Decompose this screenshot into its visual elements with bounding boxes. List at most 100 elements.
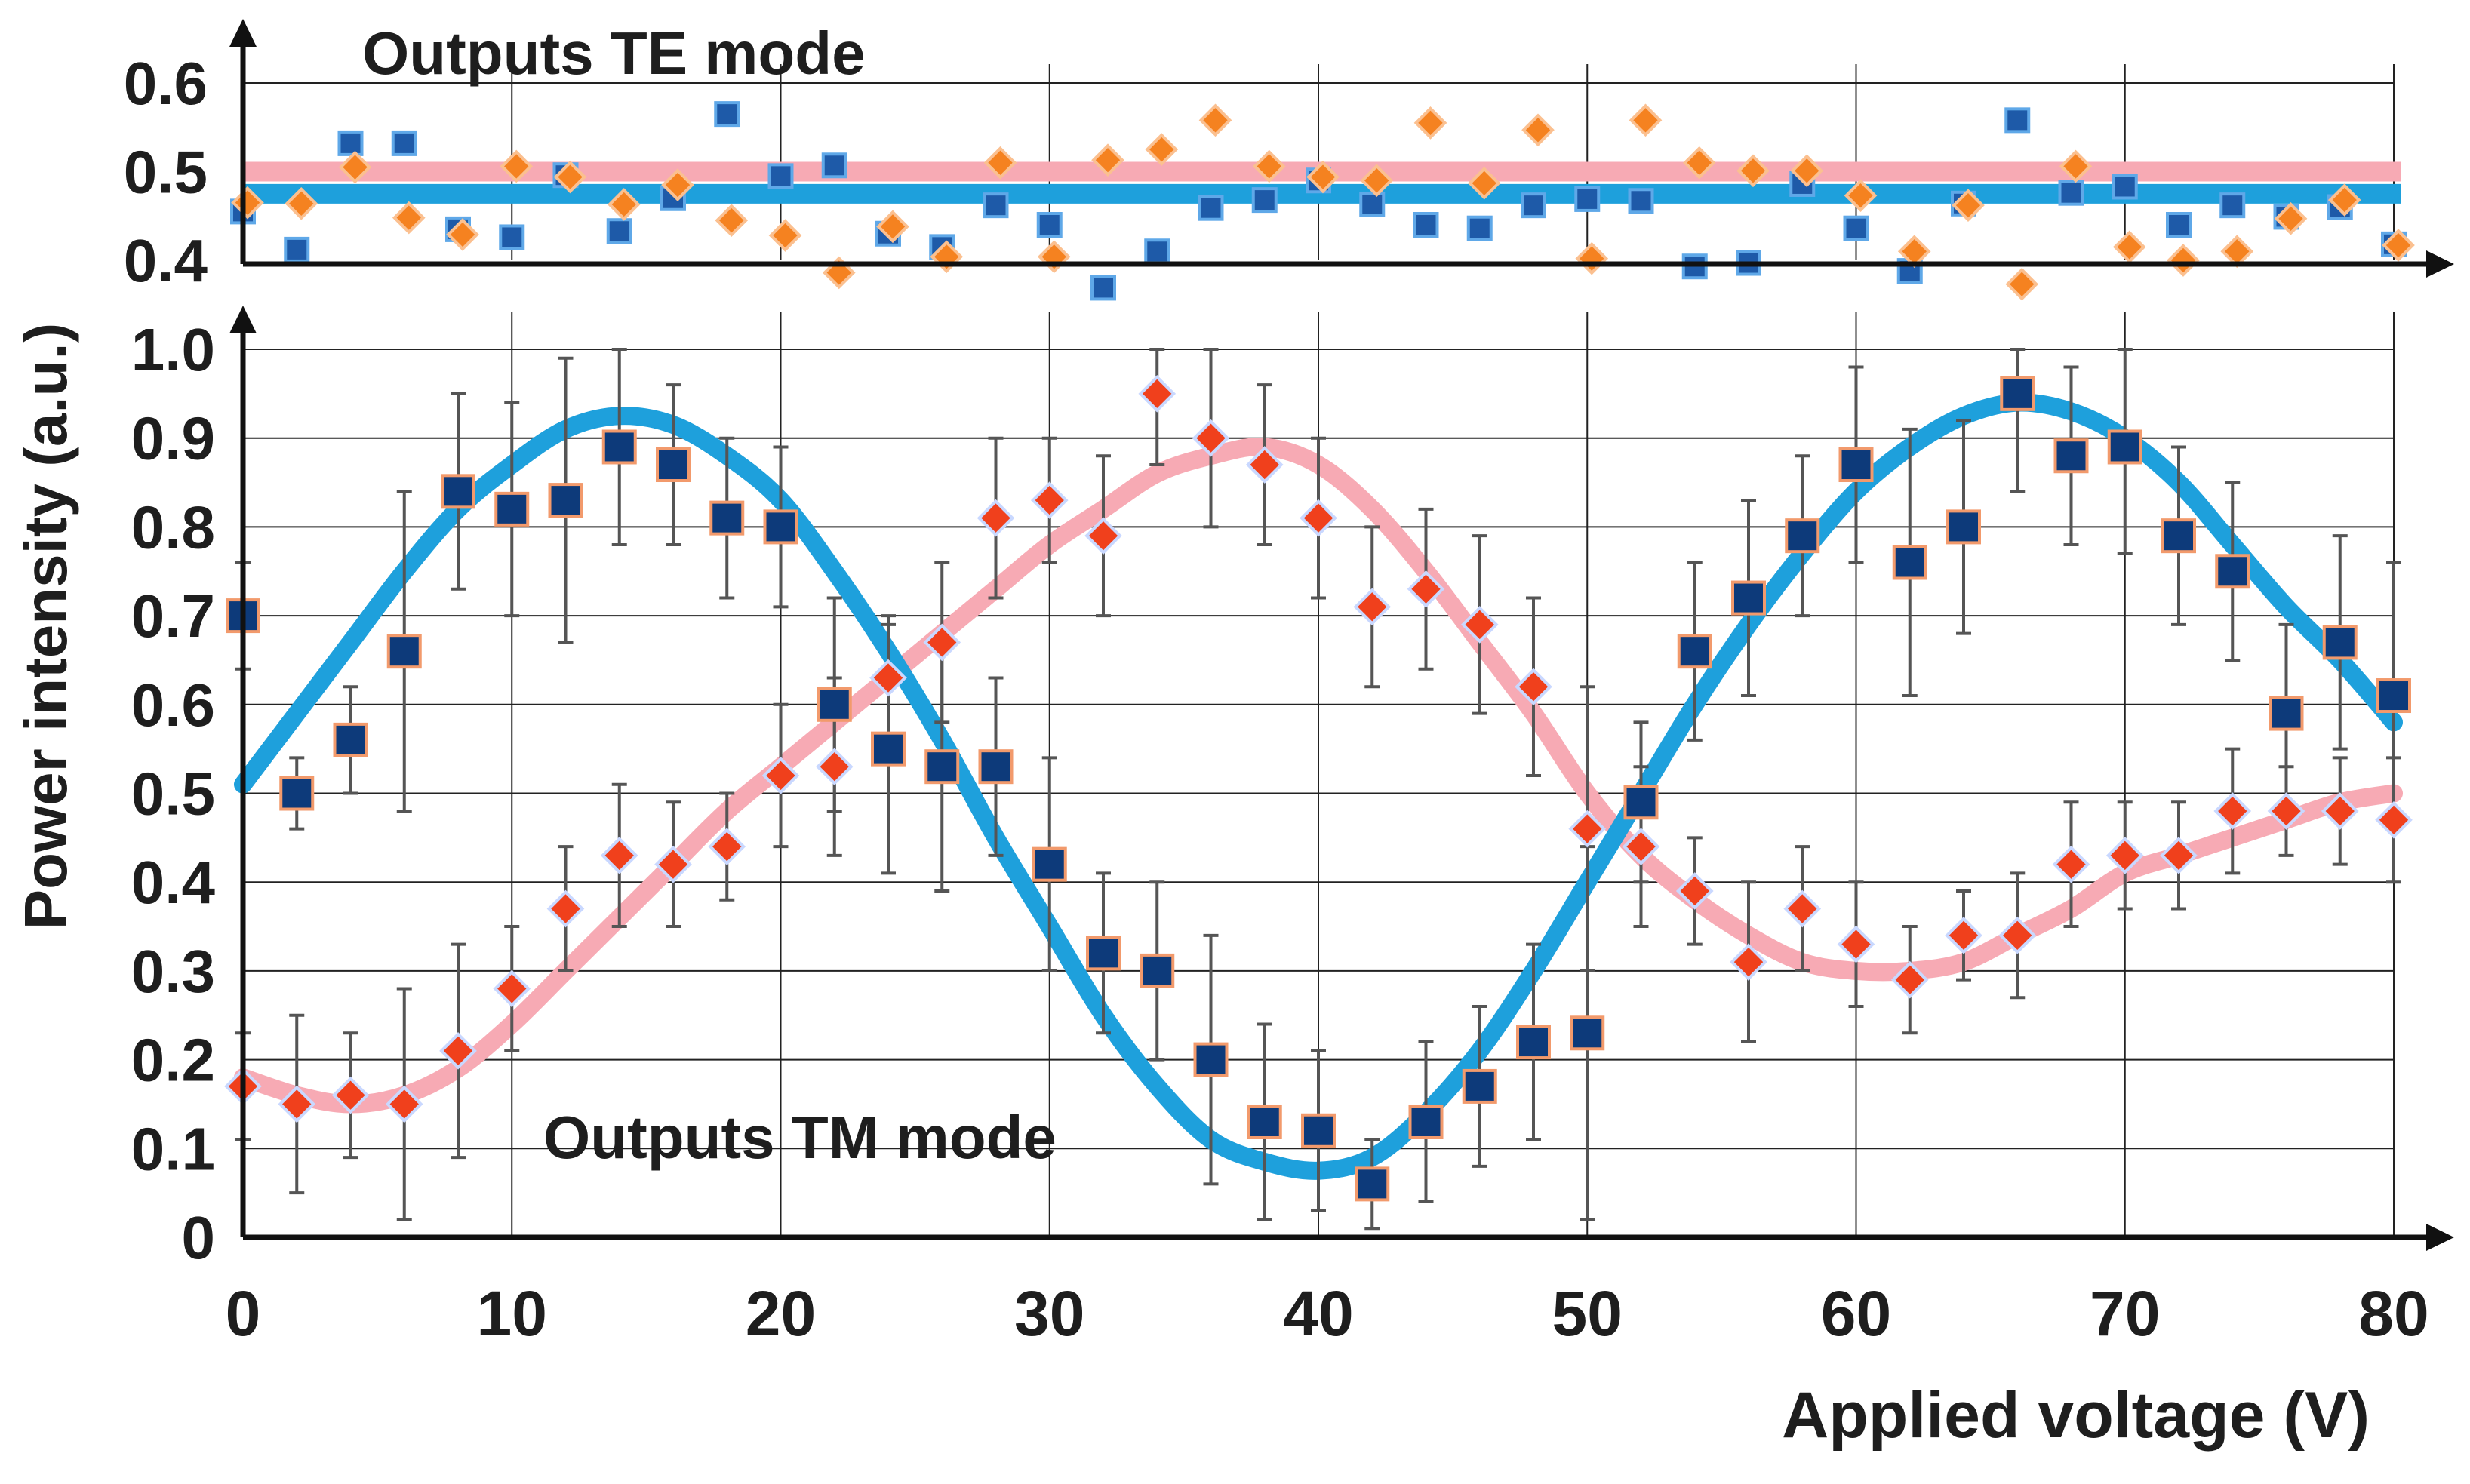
x-tick-label: 20 xyxy=(746,1278,816,1349)
te-diamond-marker xyxy=(2112,230,2146,264)
te-diamond-marker xyxy=(2274,201,2308,235)
tm-square-marker xyxy=(494,491,530,527)
tm-diamond-marker xyxy=(654,845,692,883)
tm-square-marker xyxy=(2269,696,2304,731)
bottom-y-tick-label: 0.9 xyxy=(131,405,215,472)
bottom-y-tick-label: 0.1 xyxy=(131,1115,215,1182)
tm-diamond-marker xyxy=(493,969,531,1008)
tm-square-marker xyxy=(1247,1104,1282,1139)
te-diamond-marker xyxy=(1413,106,1447,140)
tm-diamond-marker xyxy=(1407,570,1445,608)
bottom-y-tick-label: 0.7 xyxy=(131,582,215,650)
tm-square-marker xyxy=(2161,518,2196,554)
top-y-axis-arrow xyxy=(229,19,257,47)
tm-diamond-marker xyxy=(1890,960,1929,999)
te-diamond-marker xyxy=(2005,267,2039,301)
tm-diamond-marker xyxy=(385,1085,423,1123)
tm-diamond-marker xyxy=(331,1076,370,1114)
te-diamond-marker xyxy=(1790,154,1824,188)
te-square-marker xyxy=(1251,187,1278,214)
te-square-marker xyxy=(2219,192,2246,219)
tm-square-marker xyxy=(548,483,583,518)
tm-diamond-marker xyxy=(600,837,638,874)
te-square-marker xyxy=(499,224,525,250)
tm-diamond-marker xyxy=(815,748,854,786)
tm-diamond-marker xyxy=(1245,446,1284,484)
tm-diamond-marker xyxy=(708,828,746,865)
te-diamond-marker xyxy=(1952,189,1985,222)
te-square-marker xyxy=(767,163,794,189)
te-diamond-marker xyxy=(1629,103,1663,137)
tm-diamond-marker xyxy=(1568,810,1607,848)
te-diamond-marker xyxy=(1145,133,1179,166)
te-diamond-marker xyxy=(338,150,372,184)
axes xyxy=(229,19,2454,1251)
te-square-marker xyxy=(1036,212,1063,238)
te-diamond-marker xyxy=(1360,164,1394,198)
te-diamond-marker xyxy=(607,188,641,221)
bottom-y-tick-label: 0.6 xyxy=(131,671,215,739)
tm-diamond-marker xyxy=(1515,668,1552,706)
te-diamond-marker xyxy=(983,146,1017,180)
tm-square-marker xyxy=(279,776,315,811)
tm-square-marker xyxy=(709,500,745,536)
top-panel-y-tick-labels: 0.4 0.5 0.6 xyxy=(124,50,208,294)
te-square-marker xyxy=(1521,192,1546,219)
x-tick-label: 60 xyxy=(1821,1278,1891,1349)
bottom-y-tick-label: 0.8 xyxy=(131,493,215,561)
x-tick-label: 40 xyxy=(1283,1278,1353,1349)
tm-square-marker xyxy=(1892,545,1927,580)
te-diamond-marker xyxy=(2327,183,2361,217)
te-diamond-marker xyxy=(392,201,426,235)
te-diamond-marker xyxy=(285,186,318,220)
top-y-tick-label: 0.5 xyxy=(124,139,208,206)
tm-square-marker xyxy=(1193,1042,1229,1077)
tm-diamond-marker xyxy=(1353,588,1392,626)
te-square-marker xyxy=(1466,215,1493,241)
tm-square-marker xyxy=(441,474,475,509)
te-square-marker xyxy=(1843,215,1869,241)
tm-square-marker xyxy=(656,447,691,483)
tm-diamond-marker xyxy=(439,1032,477,1070)
tm-diamond-marker xyxy=(2375,800,2413,839)
tm-square-marker xyxy=(1301,1113,1336,1148)
te-square-marker xyxy=(2166,212,2192,238)
tm-square-marker xyxy=(1408,1104,1444,1139)
te-diamond-marker xyxy=(715,204,749,237)
tm-diamond-marker xyxy=(1730,943,1767,981)
te-diamond-marker xyxy=(2167,244,2200,277)
top-y-tick-label: 0.6 xyxy=(124,50,208,117)
te-diamond-marker xyxy=(1037,240,1071,274)
tm-diamond-marker xyxy=(1783,889,1822,928)
tm-diamond-marker xyxy=(1460,606,1499,644)
tm-square-marker xyxy=(1086,936,1121,971)
te-diamond-marker xyxy=(1736,154,1770,188)
te-square-marker xyxy=(391,130,417,156)
bottom-y-tick-label: 1.0 xyxy=(131,316,215,383)
te-diamond-marker xyxy=(661,168,694,201)
te-diamond-marker xyxy=(446,218,479,251)
tm-diamond-marker xyxy=(869,659,907,697)
te-square-marker xyxy=(821,152,847,179)
te-square-marker xyxy=(983,192,1009,219)
x-axis-arrow xyxy=(2426,1224,2454,1251)
te-diamond-marker xyxy=(1306,160,1340,194)
bottom-y-tick-label: 0.2 xyxy=(131,1027,215,1094)
tm-square-marker xyxy=(817,687,852,722)
tm-square-marker xyxy=(1677,634,1712,669)
te-square-marker xyxy=(284,236,310,263)
bottom-panel-markers xyxy=(224,375,2413,1202)
bottom-y-tick-label: 0.3 xyxy=(131,938,215,1005)
tm-diamond-marker xyxy=(2052,845,2090,883)
te-square-marker xyxy=(2004,107,2031,134)
te-diamond-marker xyxy=(768,219,802,252)
tm-diamond-marker xyxy=(1998,916,2037,954)
te-square-marker xyxy=(606,218,632,244)
tm-square-marker xyxy=(2215,554,2250,589)
tm-diamond-marker xyxy=(1030,481,1069,519)
te-diamond-marker xyxy=(1091,143,1124,177)
te-square-marker xyxy=(1198,195,1224,221)
te-diamond-marker xyxy=(500,149,534,183)
x-tick-label: 50 xyxy=(1552,1278,1623,1349)
te-square-marker xyxy=(2058,180,2084,206)
